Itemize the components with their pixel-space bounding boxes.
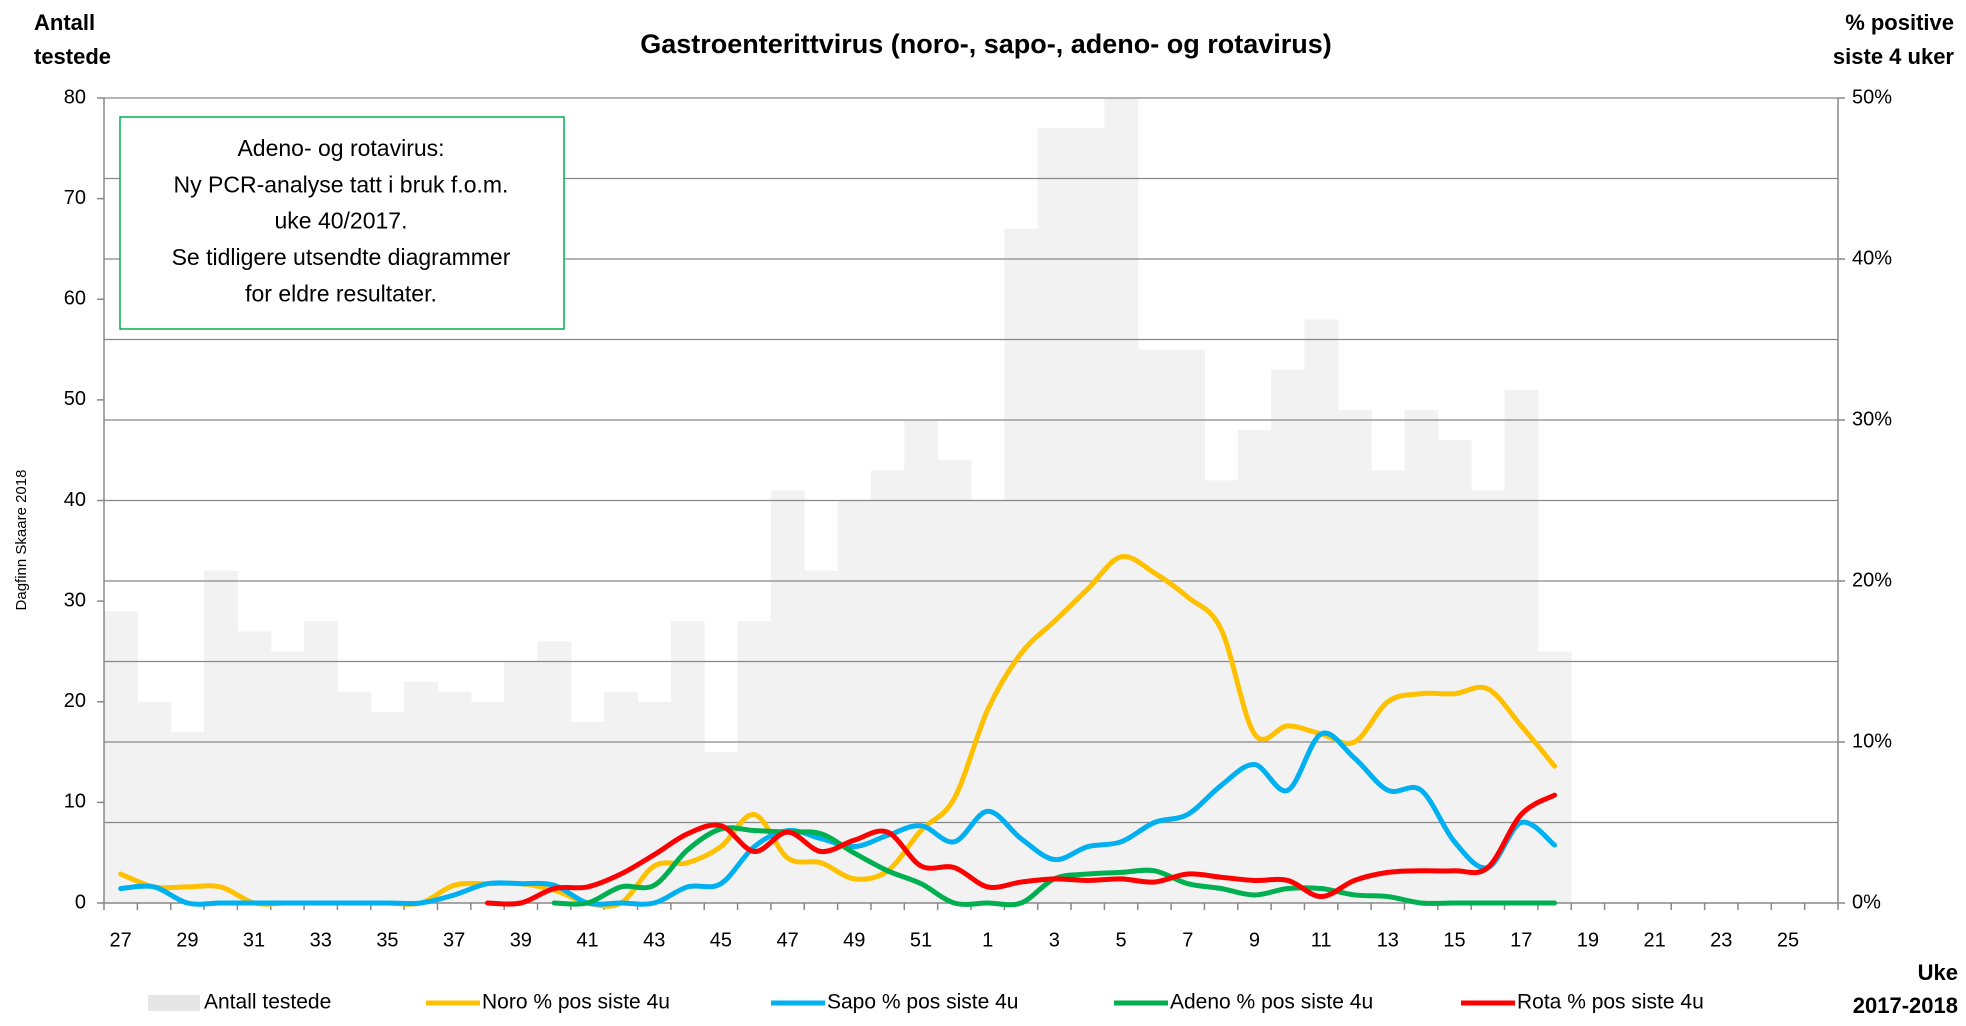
x-axis-title: Uke	[1918, 960, 1958, 985]
y2-tick-label: 20%	[1852, 569, 1892, 591]
y-tick-label: 40	[64, 489, 86, 511]
x-tick-label: 21	[1643, 929, 1665, 951]
y-tick-label: 80	[64, 86, 86, 108]
bar	[1337, 409, 1372, 903]
x-tick-label: 17	[1510, 929, 1532, 951]
bar	[1537, 651, 1572, 903]
x-tick-label: 35	[376, 929, 398, 951]
y2-axis-title: % positive	[1845, 10, 1954, 35]
chart-title: Gastroenterittvirus (noro-, sapo-, adeno…	[640, 29, 1332, 59]
annotation-text: for eldre resultater.	[245, 280, 437, 306]
y-tick-label: 30	[64, 589, 86, 611]
x-tick-label: 41	[576, 929, 598, 951]
bar	[637, 701, 672, 903]
annotation-text: Ny PCR-analyse tatt i bruk f.o.m.	[174, 171, 509, 197]
bar	[1137, 349, 1172, 903]
legend-label: Noro % pos siste 4u	[482, 991, 670, 1014]
legend-label: Adeno % pos siste 4u	[1170, 991, 1373, 1014]
y-axis-title: testede	[34, 44, 111, 69]
bar	[1037, 128, 1072, 903]
x-tick-label: 13	[1377, 929, 1399, 951]
y-tick-label: 10	[64, 791, 86, 813]
bar	[1304, 319, 1339, 903]
bar	[504, 661, 538, 903]
bar	[137, 701, 172, 903]
bar	[570, 721, 605, 903]
x-tick-label: 47	[776, 929, 798, 951]
bar	[1437, 440, 1472, 903]
credit: Dagfinn Skaare 2018	[13, 470, 30, 611]
bar	[1004, 228, 1039, 903]
annotation-text: Se tidligere utsendte diagrammer	[172, 244, 511, 270]
x-axis-title: 2017-2018	[1853, 993, 1958, 1018]
legend-label: Sapo % pos siste 4u	[827, 991, 1018, 1014]
x-tick-label: 1	[982, 929, 993, 951]
y-tick-label: 0	[75, 891, 86, 913]
legend-swatch	[148, 995, 200, 1011]
x-tick-label: 3	[1049, 929, 1060, 951]
y2-tick-label: 30%	[1852, 408, 1892, 430]
bar	[337, 691, 372, 903]
bar	[1204, 480, 1239, 903]
bar	[470, 701, 505, 903]
bar	[971, 500, 1005, 903]
x-tick-label: 51	[910, 929, 932, 951]
x-tick-label: 11	[1311, 929, 1332, 951]
bar	[1071, 128, 1105, 903]
x-tick-label: 49	[843, 929, 865, 951]
x-tick-label: 5	[1115, 929, 1126, 951]
line	[484, 792, 1558, 907]
y2-tick-label: 50%	[1852, 86, 1892, 108]
y2-tick-label: 0%	[1852, 891, 1881, 913]
x-tick-label: 23	[1710, 929, 1732, 951]
annotation-text: uke 40/2017.	[274, 208, 407, 234]
x-tick-label: 7	[1182, 929, 1193, 951]
x-tick-label: 39	[510, 929, 532, 951]
x-tick-label: 19	[1577, 929, 1599, 951]
x-tick-label: 27	[110, 929, 132, 951]
bar	[537, 641, 572, 903]
x-tick-label: 31	[243, 929, 265, 951]
y-tick-label: 20	[64, 690, 86, 712]
bar	[437, 691, 472, 903]
bar	[1271, 369, 1305, 903]
x-tick-label: 43	[643, 929, 665, 951]
x-tick-label: 9	[1249, 929, 1260, 951]
bar	[1371, 470, 1405, 903]
bar	[404, 681, 438, 903]
y-tick-label: 50	[64, 388, 86, 410]
x-tick-label: 15	[1443, 929, 1465, 951]
bar	[104, 611, 138, 903]
x-tick-label: 33	[310, 929, 332, 951]
legend-label: Rota % pos siste 4u	[1517, 991, 1704, 1014]
annotation-text: Adeno- og rotavirus:	[237, 135, 444, 161]
x-tick-label: 45	[710, 929, 732, 951]
legend: Antall testede Noro % pos siste 4u Sapo % …	[148, 991, 1704, 1014]
y2-tick-label: 40%	[1852, 247, 1892, 269]
bar	[204, 570, 238, 903]
y-tick-label: 70	[64, 187, 86, 209]
bar	[1237, 430, 1272, 903]
annotation: Adeno- og rotavirus: Ny PCR-analyse tatt …	[119, 116, 565, 330]
y-tick-label: 60	[64, 288, 86, 310]
bar	[304, 621, 338, 903]
x-tick-label: 37	[443, 929, 465, 951]
y2-axis-title: siste 4 uker	[1833, 44, 1955, 69]
bar	[370, 711, 405, 903]
bar	[170, 731, 205, 903]
bar	[1404, 409, 1439, 903]
legend-label: Antall testede	[204, 991, 331, 1014]
annotation-box	[119, 116, 565, 330]
y-axis-title: Antall	[34, 10, 95, 35]
bar	[1171, 349, 1205, 903]
x-tick-label: 25	[1777, 929, 1799, 951]
bar	[237, 631, 272, 903]
x-tick-label: 29	[176, 929, 198, 951]
y2-tick-label: 10%	[1852, 730, 1892, 752]
bar	[270, 651, 305, 903]
